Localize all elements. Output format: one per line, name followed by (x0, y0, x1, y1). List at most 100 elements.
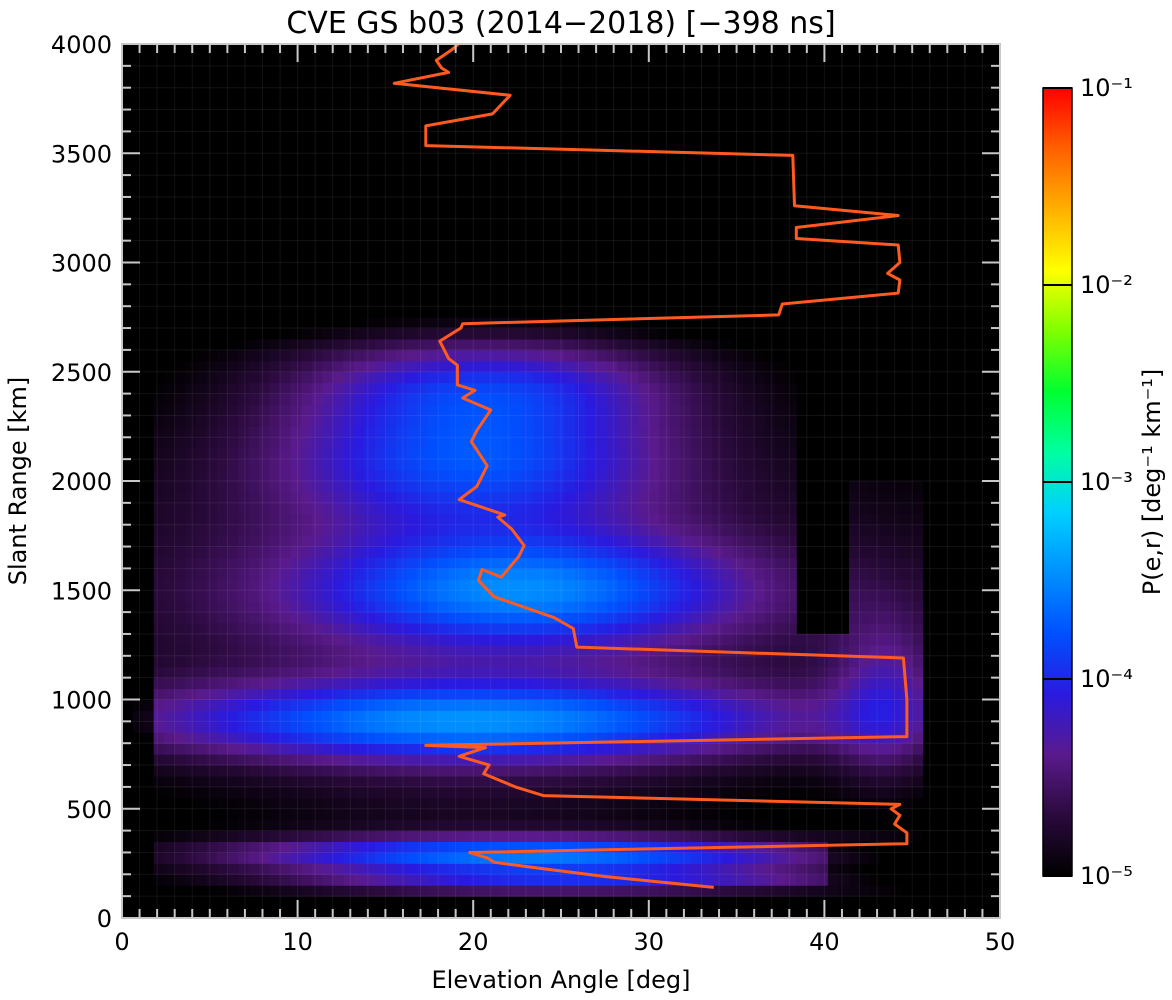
heatmap-cell (353, 590, 365, 602)
heatmap-cell (385, 437, 397, 449)
heatmap-cell (859, 721, 871, 733)
heatmap-cell (322, 546, 334, 558)
heatmap-cell (638, 306, 650, 318)
heatmap-cell (722, 349, 734, 362)
heatmap-cell (838, 666, 850, 679)
heatmap-cell (353, 710, 365, 722)
heatmap-cell (332, 470, 344, 482)
heatmap-cell (438, 765, 450, 777)
heatmap-cell (870, 819, 882, 832)
heatmap-cell (469, 775, 481, 788)
heatmap-cell (195, 666, 207, 679)
heatmap-cell (659, 546, 671, 558)
heatmap-cell (501, 513, 513, 526)
heatmap-cell (722, 360, 734, 373)
heatmap-cell (490, 284, 502, 296)
heatmap-cell (206, 426, 218, 438)
heatmap-cell (427, 524, 439, 537)
heatmap-cell (648, 666, 660, 679)
heatmap-cell (848, 513, 861, 526)
heatmap-cell (796, 655, 808, 668)
heatmap-cell (490, 470, 502, 482)
heatmap-cell (669, 295, 681, 307)
heatmap-cell (280, 415, 292, 427)
heatmap-cell (185, 404, 197, 416)
heatmap-cell (511, 404, 523, 416)
heatmap-cell (722, 677, 734, 690)
heatmap-cell (606, 601, 618, 613)
heatmap-cell (511, 502, 523, 515)
heatmap-cell (195, 448, 207, 460)
heatmap-cell (564, 754, 576, 766)
heatmap-cell (575, 393, 587, 406)
heatmap-cell (374, 699, 386, 711)
heatmap-cell (258, 699, 271, 711)
heatmap-cell (617, 819, 629, 832)
heatmap-cell (754, 317, 766, 329)
heatmap-cell (353, 470, 365, 482)
heatmap-cell (901, 535, 913, 548)
heatmap-cell (237, 557, 249, 569)
y-tick-label: 4000 (51, 31, 112, 59)
heatmap-cell (269, 546, 281, 558)
heatmap-cell (617, 448, 629, 460)
heatmap-cell (722, 885, 734, 897)
heatmap-cell (185, 677, 197, 690)
heatmap-cell (912, 699, 924, 711)
heatmap-cell (596, 295, 608, 307)
heatmap-cell (290, 459, 302, 471)
heatmap-cell (785, 623, 797, 635)
heatmap-cell (511, 448, 523, 460)
heatmap-cell (659, 415, 671, 427)
colorbar-tick-label: 10⁻¹ (1080, 74, 1133, 102)
heatmap-cell (237, 677, 249, 690)
heatmap-cell (132, 557, 144, 569)
heatmap-cell (427, 797, 439, 810)
heatmap-cell (522, 863, 534, 875)
heatmap-cell (901, 775, 913, 788)
heatmap-cell (280, 349, 292, 362)
heatmap-cell (227, 470, 239, 482)
heatmap-cell (374, 644, 386, 657)
heatmap-cell (617, 382, 629, 395)
heatmap-cell (459, 306, 471, 318)
heatmap-cell (258, 852, 271, 864)
heatmap-cell (754, 513, 766, 526)
heatmap-cell (269, 885, 281, 897)
heatmap-cell (532, 797, 544, 810)
heatmap-cell (848, 852, 861, 864)
heatmap-cell (785, 765, 797, 777)
heatmap-cell (374, 328, 386, 340)
heatmap-cell (891, 623, 903, 635)
heatmap-cell (364, 306, 376, 318)
heatmap-cell (648, 754, 660, 766)
heatmap-cell (280, 644, 292, 657)
heatmap-cell (564, 830, 576, 843)
heatmap-cell (417, 765, 429, 777)
heatmap-cell (438, 437, 450, 449)
heatmap-cell (754, 721, 766, 733)
heatmap-cell (522, 557, 534, 569)
heatmap-cell (648, 448, 660, 460)
heatmap-cell (438, 863, 450, 875)
heatmap-cell (733, 513, 745, 526)
heatmap-cell (216, 481, 228, 493)
heatmap-cell (648, 502, 660, 515)
heatmap-cell (585, 371, 597, 384)
heatmap-cell (912, 808, 924, 821)
heatmap-cell (627, 317, 639, 329)
heatmap-cell (617, 623, 629, 635)
heatmap-cell (859, 633, 871, 646)
heatmap-cell (859, 557, 871, 569)
heatmap-cell (164, 765, 176, 777)
heatmap-cell (754, 808, 766, 821)
heatmap-cell (838, 743, 850, 755)
heatmap-cell (743, 710, 755, 722)
heatmap-cell (206, 863, 218, 875)
heatmap-cell (532, 338, 544, 351)
heatmap-cell (606, 830, 618, 843)
heatmap-cell (532, 415, 544, 427)
heatmap-cell (785, 688, 797, 700)
heatmap-cell (395, 459, 407, 471)
heatmap-cell (522, 874, 534, 886)
